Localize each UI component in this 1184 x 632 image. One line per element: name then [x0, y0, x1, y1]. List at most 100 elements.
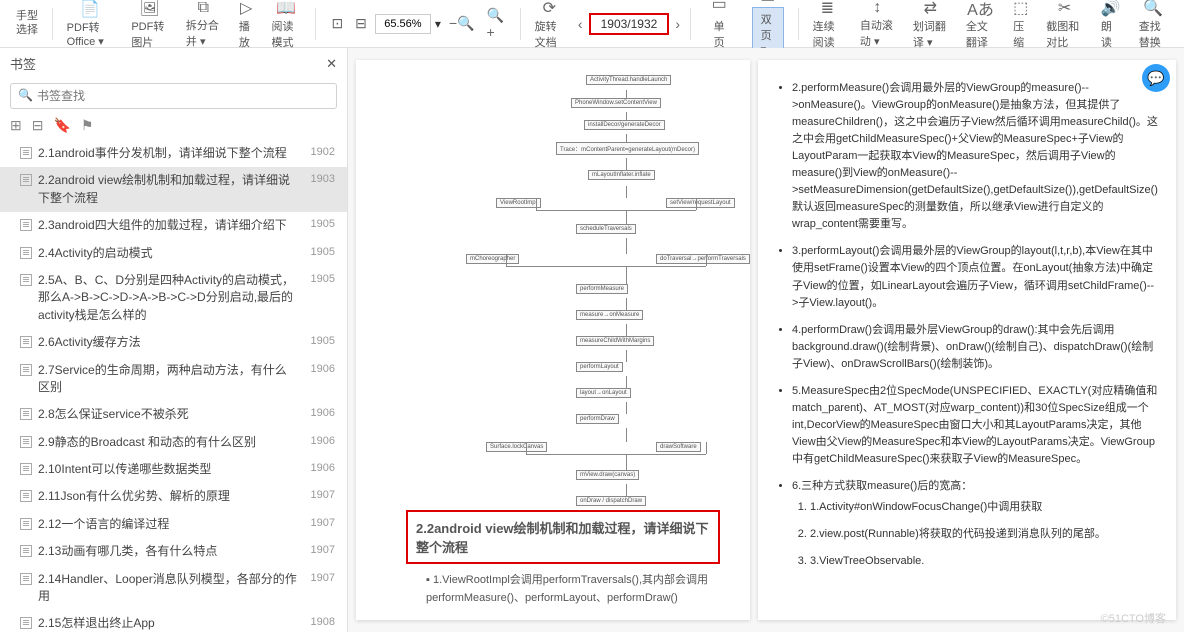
diagram-node: measure→onMeasure — [576, 310, 643, 320]
bookmark-item[interactable]: 2.14Handler、Looper消息队列模型，各部分的作用1907 — [0, 566, 347, 611]
bookmark-page-icon — [20, 408, 32, 420]
diagram-node: performMeasure — [576, 284, 628, 294]
sidebar-title: 书签 — [10, 54, 36, 73]
content-item: 6.三种方式获取measure()后的宽高：1.Activity#onWindo… — [792, 478, 1160, 570]
diagram-node: drawSoftware — [656, 442, 701, 452]
view-mode-单页[interactable]: ▭单页 — [697, 2, 742, 46]
bookmark-sidebar: 书签 ✕ ⊞ ⊟ 🔖 ⚑ 2.1android事件分发机制，请详细说下整个流程1… — [0, 48, 348, 632]
toolbar-拆分合并 ▾[interactable]: ⧉拆分合并 ▾ — [178, 2, 229, 46]
zoom-in-icon[interactable]: 🔍+ — [483, 5, 508, 42]
bookmark-item[interactable]: 2.4Activity的启动模式1905 — [0, 240, 347, 267]
diagram-node: measureChildWithMargins — [576, 336, 654, 346]
toolbar: 手型 选择 📄PDF转Office ▾🖼PDF转图片⧉拆分合并 ▾▷播放📖阅读模… — [0, 0, 1184, 48]
zoom-input[interactable] — [375, 14, 431, 34]
section-intro: ▪ 1.ViewRootImpl会调用performTraversals(),其… — [366, 564, 740, 607]
diagram-node: PhoneWindow.setContentView — [571, 98, 661, 108]
page-right: 2.performMeasure()会调用最外层的ViewGroup的measu… — [758, 60, 1176, 620]
content-item: 4.performDraw()会调用最外层ViewGroup的draw():其中… — [792, 322, 1160, 373]
diagram-node: onDraw / dispatchDraw — [576, 496, 646, 506]
bookmark-search-input[interactable] — [10, 83, 337, 109]
bookmark-page-icon — [20, 490, 32, 502]
bookmark-item[interactable]: 2.1android事件分发机制，请详细说下整个流程1902 — [0, 140, 347, 167]
bookmark-item[interactable]: 2.2android view绘制机制和加载过程，请详细说下整个流程1903 — [0, 167, 347, 212]
diagram-node: scheduleTraversals — [576, 224, 636, 234]
bookmark-page-icon — [20, 219, 32, 231]
diagram-node: ActivityThread.handleLaunch — [586, 75, 671, 85]
expand-all-icon[interactable]: ⊞ — [10, 117, 22, 134]
diagram-node: installDecor/generateDecor — [584, 120, 665, 130]
bookmark-page-icon — [20, 147, 32, 159]
view-mode-双页 ▾[interactable]: ▭双页 ▾ — [744, 2, 792, 46]
diagram-node: mChoreographer — [466, 254, 519, 264]
assistant-fab[interactable]: 💬 — [1142, 64, 1170, 92]
bookmark-icon[interactable]: 🔖 — [53, 117, 70, 134]
diagram-node: mView.draw(canvas) — [576, 470, 639, 480]
zoom-out-icon[interactable]: −🔍 — [445, 13, 479, 34]
fit-page-icon[interactable]: ⊟ — [351, 13, 371, 34]
bookmark-flag-icon[interactable]: ⚑ — [81, 117, 94, 134]
watermark: ©51CTO博客 — [1101, 610, 1166, 626]
bookmark-item[interactable]: 2.9静态的Broadcast 和动态的有什么区别1906 — [0, 429, 347, 456]
content-item: 5.MeasureSpec由2位SpecMode(UNSPECIFIED、EXA… — [792, 383, 1160, 468]
toolbar-查找替换[interactable]: 🔍查找替换 — [1131, 2, 1176, 46]
bookmark-page-icon — [20, 573, 32, 585]
content-item: 3.performLayout()会调用最外层的ViewGroup的layout… — [792, 243, 1160, 311]
page-left: ActivityThread.handleLaunch PhoneWindow.s… — [356, 60, 750, 620]
bookmark-item[interactable]: 2.15怎样退出终止App1908 — [0, 610, 347, 632]
toolbar-自动滚动 ▾[interactable]: ↕自动滚动 ▾ — [852, 2, 903, 46]
bookmark-page-icon — [20, 617, 32, 629]
diagram-node: Trace：mContentParent=generateLayout(mDec… — [556, 142, 699, 155]
bookmark-item[interactable]: 2.10Intent可以传递哪些数据类型1906 — [0, 456, 347, 483]
diagram-node: ViewRootImpl — [496, 198, 541, 208]
toolbar-旋转文档[interactable]: ⟳旋转文档 — [527, 2, 572, 46]
bookmark-page-icon — [20, 364, 32, 376]
toolbar-PDF转Office ▾[interactable]: 📄PDF转Office ▾ — [59, 2, 122, 46]
bookmark-page-icon — [20, 174, 32, 186]
bookmark-item[interactable]: 2.7Service的生命周期，两种启动方法，有什么区别1906 — [0, 357, 347, 402]
toolbar-全文翻译[interactable]: Aあ全文翻译 — [958, 2, 1003, 46]
bookmark-page-icon — [20, 545, 32, 557]
zoom-controls: ⊡ ⊟ ▾ −🔍 🔍+ — [321, 5, 514, 42]
bookmark-page-icon — [20, 336, 32, 348]
diagram-node: performLayout — [576, 362, 623, 372]
diagram-node: performDraw — [576, 414, 619, 424]
toolbar-PDF转图片[interactable]: 🖼PDF转图片 — [123, 2, 176, 46]
page-indicator[interactable]: 1903/1932 — [589, 13, 670, 35]
bookmark-page-icon — [20, 518, 32, 530]
bookmark-list: 2.1android事件分发机制，请详细说下整个流程19022.2android… — [0, 138, 347, 632]
toolbar-阅读模式[interactable]: 📖阅读模式 — [264, 2, 309, 46]
toolbar-截图和对比[interactable]: ✂截图和对比 — [1038, 2, 1091, 46]
diagram-node: setView/requestLayout — [666, 198, 735, 208]
toolbar-朗读[interactable]: 🔊朗读 — [1093, 2, 1129, 46]
next-page-icon[interactable]: › — [671, 14, 684, 34]
fit-width-icon[interactable]: ⊡ — [327, 13, 347, 34]
flowchart-diagram: ActivityThread.handleLaunch PhoneWindow.s… — [366, 70, 740, 510]
toolbar-压缩[interactable]: ⬚压缩 — [1005, 2, 1036, 46]
hand-select-tool[interactable]: 手型 选择 — [8, 2, 46, 46]
prev-page-icon[interactable]: ‹ — [574, 14, 587, 34]
toolbar-连续阅读[interactable]: ≣连续阅读 — [805, 2, 850, 46]
bookmark-tools: ⊞ ⊟ 🔖 ⚑ — [0, 113, 347, 138]
content-item: 2.performMeasure()会调用最外层的ViewGroup的measu… — [792, 80, 1160, 233]
close-icon[interactable]: ✕ — [326, 56, 337, 72]
bookmark-page-icon — [20, 436, 32, 448]
bookmark-page-icon — [20, 274, 32, 286]
bookmark-item[interactable]: 2.5A、B、C、D分别是四种Activity的启动模式，那么A->B->C->… — [0, 267, 347, 329]
toolbar-划词翻译 ▾[interactable]: ⇄划词翻译 ▾ — [905, 2, 956, 46]
diagram-node: layout→onLayout — [576, 388, 631, 398]
bookmark-item[interactable]: 2.6Activity缓存方法1905 — [0, 329, 347, 356]
collapse-all-icon[interactable]: ⊟ — [32, 117, 44, 134]
section-title-highlight: 2.2android view绘制机制和加载过程，请详细说下整个流程 — [406, 510, 720, 564]
bookmark-page-icon — [20, 463, 32, 475]
diagram-node: mLayoutInflater.inflate — [588, 170, 655, 180]
bookmark-item[interactable]: 2.11Json有什么优劣势、解析的原理1907 — [0, 483, 347, 510]
toolbar-播放[interactable]: ▷播放 — [231, 2, 262, 46]
bookmark-item[interactable]: 2.3android四大组件的加载过程，请详细介绍下1905 — [0, 212, 347, 239]
diagram-node: Surface.lockCanvas — [486, 442, 547, 452]
diagram-node: doTraversal→performTraversals — [656, 254, 750, 264]
bookmark-item[interactable]: 2.13动画有哪几类，各有什么特点1907 — [0, 538, 347, 565]
bookmark-item[interactable]: 2.8怎么保证service不被杀死1906 — [0, 401, 347, 428]
bookmark-page-icon — [20, 247, 32, 259]
document-view: ActivityThread.handleLaunch PhoneWindow.s… — [348, 48, 1184, 632]
bookmark-item[interactable]: 2.12一个语言的编译过程1907 — [0, 511, 347, 538]
